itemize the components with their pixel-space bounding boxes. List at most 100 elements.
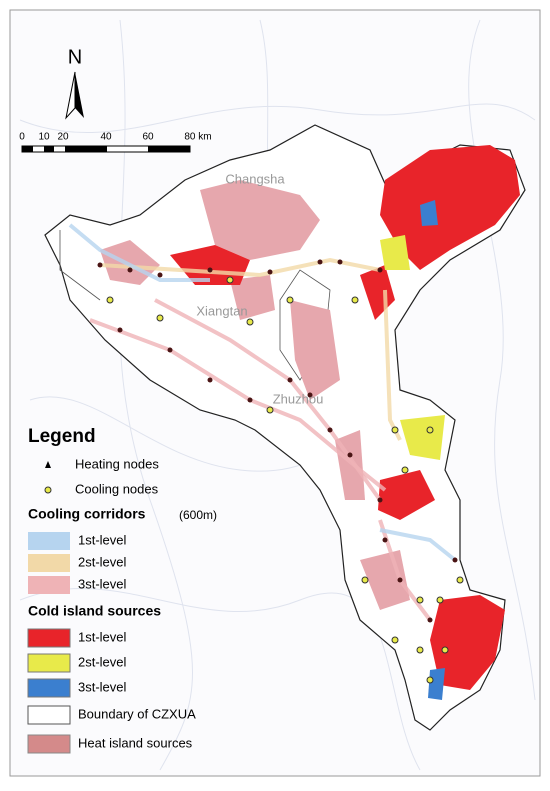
legend-section: Cooling corridors (28, 506, 146, 522)
heating-node (347, 452, 353, 458)
legend-item: 1st-level (78, 532, 127, 547)
scale-label: 0 (19, 132, 25, 143)
road (19, 587, 421, 771)
cooling-node (361, 576, 369, 584)
cooling-node (416, 596, 424, 604)
scale-seg (65, 146, 107, 152)
heating-node (382, 537, 388, 543)
heating-node (317, 259, 323, 265)
scale-label: 10 (38, 132, 50, 143)
scale-label: 80 km (184, 132, 211, 143)
cold-patch-3st (428, 668, 445, 700)
heating-node (167, 347, 173, 353)
corridor-1st (379, 528, 457, 562)
heat-patch (290, 300, 340, 400)
cooling-node (286, 296, 294, 304)
swatch (27, 628, 71, 648)
swatch (28, 532, 70, 550)
heating-symbol (45, 461, 51, 468)
swatch (27, 678, 71, 698)
swatch (27, 705, 71, 725)
corridor-3st (89, 318, 387, 492)
legend-item: Heating nodes (75, 456, 159, 471)
cooling-corridors (68, 223, 457, 622)
legend-item: Boundary of CZXUA (78, 706, 196, 721)
cold-patch-1st (378, 470, 435, 520)
swatch (28, 576, 70, 594)
nodes (97, 259, 464, 684)
cooling-node (456, 576, 464, 584)
heat-patch (360, 550, 410, 610)
heating-node (327, 427, 333, 433)
cold-patch-2st (400, 415, 445, 460)
legend-item: 2st-level (78, 654, 127, 669)
corridor-2st (383, 289, 402, 441)
swatch (27, 734, 71, 754)
cooling-symbol (44, 486, 52, 494)
legend-item: 3st-level (78, 576, 127, 591)
heating-node (377, 267, 383, 273)
cooling-node (391, 636, 399, 644)
cold-patch-1st (430, 595, 505, 690)
cooling-node (436, 596, 444, 604)
heating-node (117, 327, 123, 333)
corridor-1st (68, 223, 210, 282)
road (468, 19, 536, 701)
scale-label: 60 (142, 132, 154, 143)
cooling-node (416, 646, 424, 654)
cold-patch-3st (420, 200, 438, 226)
cold-island-minor (380, 200, 445, 700)
heating-node (157, 272, 163, 278)
heating-node (267, 269, 273, 275)
place-label: Xiangtan (196, 303, 247, 318)
legend-title: Legend (28, 426, 96, 447)
cold-island-sources (170, 145, 520, 690)
road (118, 19, 193, 771)
cooling-node (266, 406, 274, 414)
heating-node (397, 577, 403, 583)
cooling-node (156, 314, 164, 322)
place-label: Changsha (225, 171, 285, 186)
legend-item: 1st-level (78, 629, 127, 644)
scale-label: 40 (100, 132, 112, 143)
cooling-node (401, 466, 409, 474)
north-label: N (68, 46, 82, 68)
heating-node (97, 262, 103, 268)
legend-section: Cold island sources (28, 603, 161, 619)
cooling-node (106, 296, 114, 304)
place-label: Zhuzhou (273, 391, 324, 406)
heating-node (207, 267, 213, 273)
road (19, 103, 536, 134)
north-arrow: N (65, 46, 84, 120)
cooling-node (426, 676, 434, 684)
heating-node (287, 377, 293, 383)
swatch (27, 653, 71, 673)
legend-note: (600m) (179, 508, 217, 522)
corridor-2st (99, 257, 381, 278)
cold-patch-2st (380, 235, 410, 270)
cooling-node (391, 426, 399, 434)
heating-node (452, 557, 458, 563)
scale-label: 20 (57, 132, 69, 143)
heat-patch (200, 180, 320, 260)
heating-node (427, 617, 433, 623)
heating-node (377, 497, 383, 503)
scale-seg (22, 146, 33, 152)
cooling-node (351, 296, 359, 304)
cooling-node (246, 318, 254, 326)
legend-item: Heat island sources (78, 735, 193, 750)
heat-patch (230, 275, 275, 320)
legend-item: 2st-level (78, 554, 127, 569)
legend-item: 3st-level (78, 679, 127, 694)
heating-node (127, 267, 133, 273)
cooling-node (441, 646, 449, 654)
scale-seg (148, 146, 190, 152)
cold-patch-1st (380, 145, 520, 270)
heating-node (247, 397, 253, 403)
heating-node (337, 259, 343, 265)
swatch (28, 554, 70, 572)
heating-node (307, 392, 313, 398)
heating-node (207, 377, 213, 383)
